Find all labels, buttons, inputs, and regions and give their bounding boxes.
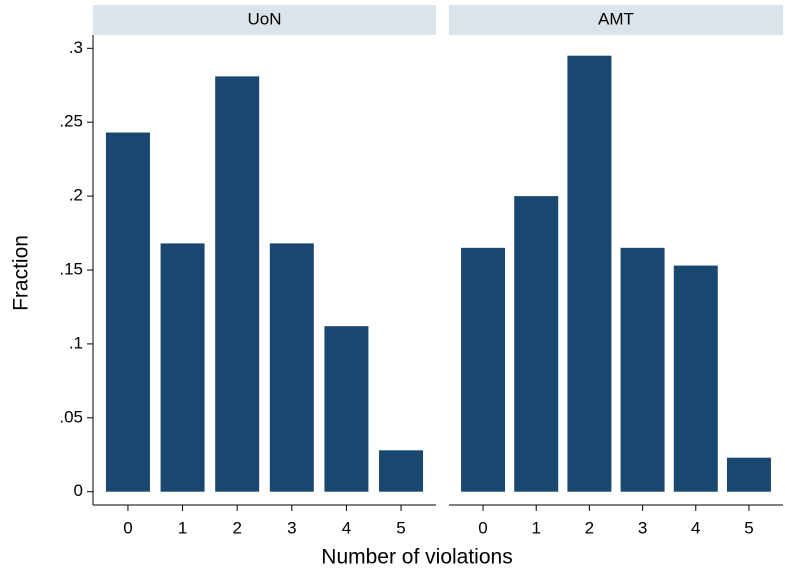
bar (379, 450, 424, 492)
bar (461, 247, 506, 492)
x-tick-label: 4 (342, 518, 351, 537)
y-tick-label: .2 (69, 186, 83, 205)
x-tick-label: 5 (744, 518, 753, 537)
bar (673, 265, 718, 492)
x-tick-label: 4 (691, 518, 700, 537)
x-tick-label: 3 (287, 518, 296, 537)
bar (324, 326, 369, 492)
y-tick-label: .1 (69, 333, 83, 352)
bar (620, 247, 665, 492)
y-tick-label: .05 (59, 407, 83, 426)
panel-header (449, 5, 783, 35)
y-tick-label: 0 (74, 481, 83, 500)
x-tick-label: 2 (232, 518, 241, 537)
y-axis-label: Fraction (10, 235, 33, 311)
bar (726, 457, 771, 492)
x-tick-label: 3 (638, 518, 647, 537)
x-tick-label: 0 (478, 518, 487, 537)
panel-title: UoN (247, 9, 281, 28)
y-tick-label: .3 (69, 38, 83, 57)
bar (105, 132, 150, 492)
x-axis-label: Number of violations (321, 546, 512, 569)
bar (269, 243, 314, 492)
bar (215, 76, 260, 492)
y-tick-label: .25 (59, 112, 83, 131)
bar (160, 243, 205, 492)
panel-header (93, 5, 436, 35)
bar (567, 55, 612, 492)
y-tick-label: .15 (59, 259, 83, 278)
x-tick-label: 5 (396, 518, 405, 537)
x-tick-label: 0 (123, 518, 132, 537)
x-tick-label: 1 (531, 518, 540, 537)
panel-title: AMT (598, 9, 634, 28)
bar (514, 196, 559, 492)
x-tick-label: 2 (585, 518, 594, 537)
x-tick-label: 1 (178, 518, 187, 537)
